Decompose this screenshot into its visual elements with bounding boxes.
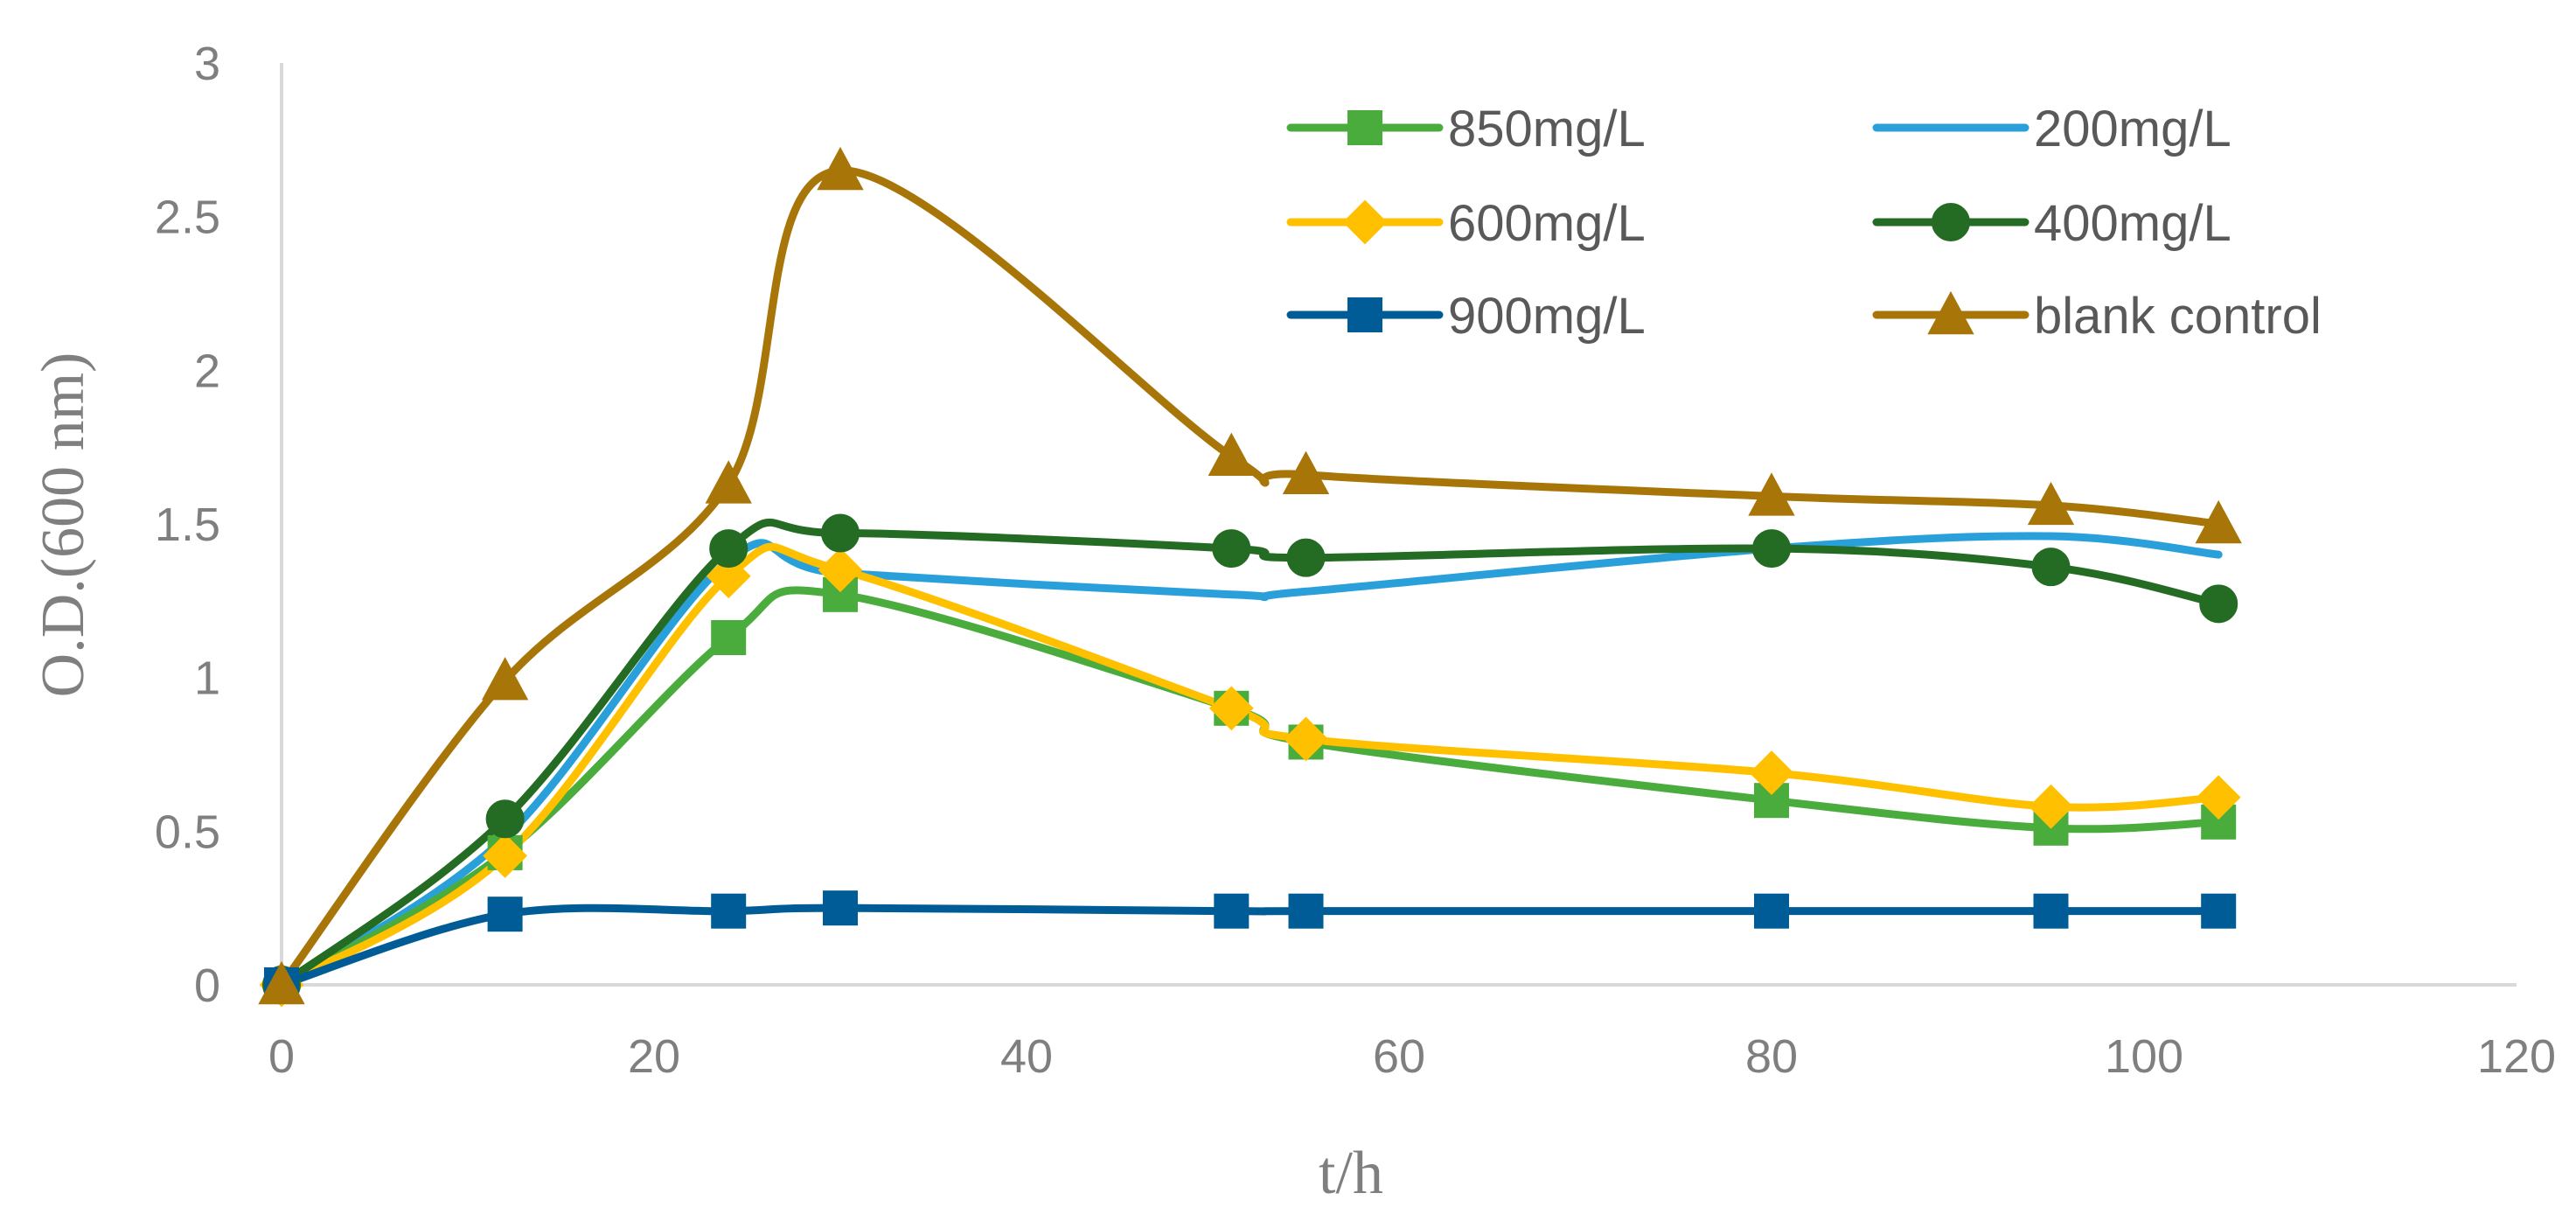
data-point-400mg-l [1286,538,1326,577]
legend-marker-850mg-l [1347,110,1382,145]
legend-label-blank-control: blank control [2034,288,2322,345]
data-point-600mg-l [2196,775,2241,820]
legend-label-900mg-l: 900mg/L [1448,288,1646,345]
legend-marker-blank-control [1927,290,1974,335]
data-point-850mg-l [711,619,747,655]
y-tick-label: 0 [194,959,220,1012]
legend-marker-400mg-l [1932,203,1970,241]
data-point-blank-control [1282,450,1330,495]
data-point-900mg-l [711,893,747,929]
x-tick-label: 60 [1373,1030,1425,1083]
data-point-900mg-l [2201,893,2237,929]
data-point-400mg-l [2199,584,2238,624]
y-axis-title: O.D.(600 nm) [30,352,97,698]
series-line-850mg-l [277,586,2223,989]
data-point-900mg-l [1214,893,1250,929]
data-point-blank-control [817,146,864,191]
legend-marker-900mg-l [1347,297,1382,332]
data-point-400mg-l [1752,529,1791,569]
x-tick-label: 80 [1745,1030,1798,1083]
legend-label-200mg-l: 200mg/L [2034,101,2231,157]
data-point-400mg-l [2031,548,2071,587]
series-line-blank-control [277,166,2223,989]
data-point-blank-control [1208,432,1255,476]
series-lines [277,166,2223,989]
data-point-blank-control [2195,499,2242,544]
data-point-blank-control [258,960,305,1005]
x-axis-title: t/h [1319,1140,1383,1207]
data-point-blank-control [2027,481,2075,526]
y-tick-label: 3 [194,38,220,90]
data-point-600mg-l [2029,784,2073,829]
tick-labels: 0 20 40 60 80 100 120 0 0.5 1 1.5 2 2.5 3 [155,38,2556,1083]
data-point-400mg-l [485,799,525,839]
y-tick-label: 0.5 [155,806,220,858]
data-point-600mg-l [1749,750,1794,795]
y-tick-label: 2.5 [155,192,220,244]
y-tick-label: 1 [194,652,220,705]
data-point-600mg-l [483,834,528,878]
x-tick-label: 0 [268,1030,295,1083]
data-point-400mg-l [1212,529,1251,569]
y-tick-label: 1.5 [155,499,220,551]
legend-marker-600mg-l [1342,199,1388,245]
data-point-900mg-l [2033,893,2069,929]
series-markers [258,146,2242,1008]
data-point-400mg-l [709,529,748,569]
data-point-900mg-l [823,890,858,926]
x-tick-label: 40 [1000,1030,1053,1083]
axes [280,63,2517,987]
x-tick-label: 20 [628,1030,680,1083]
data-point-400mg-l [821,513,860,553]
data-point-blank-control [1748,472,1795,516]
data-point-900mg-l [1288,893,1324,929]
data-point-900mg-l [487,897,523,932]
x-tick-label: 100 [2105,1030,2183,1083]
data-point-blank-control [481,657,529,701]
legend-label-600mg-l: 600mg/L [1448,195,1646,252]
data-point-600mg-l [1284,716,1328,762]
legend: 850mg/L 200mg/L 600mg/L 400mg/L 900mg/L blank… [1286,101,2322,345]
legend-label-850mg-l: 850mg/L [1448,101,1646,157]
data-point-600mg-l [1208,686,1254,731]
data-point-blank-control [705,460,752,504]
data-point-600mg-l [818,548,863,593]
x-tick-label: 120 [2477,1030,2556,1083]
series-line-200mg-l [277,532,2223,989]
y-tick-label: 2 [194,345,220,397]
legend-label-400mg-l: 400mg/L [2034,195,2231,252]
data-point-900mg-l [1754,893,1789,929]
series-line-900mg-l [277,904,2223,989]
data-point-600mg-l [706,554,751,599]
